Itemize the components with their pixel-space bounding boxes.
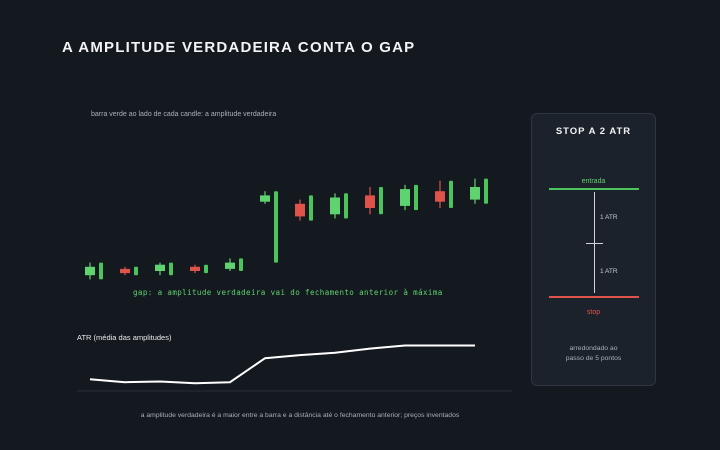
candle-body [190,266,200,271]
candlestick-chart [77,178,512,392]
candle-body [435,191,445,202]
footer-note: a amplitude verdadeira é a maior entre a… [140,412,460,419]
true-range-bar [274,191,278,263]
candle-body [155,264,165,271]
true-range-bar [309,195,313,221]
candles-group [85,178,488,280]
candle-body [470,187,480,200]
true-range-bar [449,180,453,208]
atr-step-1-label: 1 ATR [600,214,618,221]
entry-label: entrada [581,178,606,185]
rounding-note-line-2: passo de 5 pontos [565,355,622,362]
candle-body [85,266,95,276]
true-range-bar [134,266,138,276]
entry-line [549,188,639,190]
distance-line [594,192,595,293]
stop-label: stop [586,309,601,316]
midpoint-tick [586,243,603,244]
atr-line [89,344,475,385]
panel-title: STOP A 2 ATR [555,126,632,137]
chart-note: barra verde ao lado de cada candle: a am… [91,111,277,118]
candle-body [400,189,410,206]
true-range-bar [169,262,173,276]
candle-body [295,203,305,217]
true-range-bar [239,258,243,271]
true-range-bar [484,178,488,204]
true-range-bar [344,193,348,219]
candle-body [330,197,340,215]
atr-step-2-label: 1 ATR [600,268,618,275]
page-title: A AMPLITUDE VERDADEIRA CONTA O GAP [62,39,416,56]
stop-panel: STOP A 2 ATR entrada 1 ATR 1 ATR stop ar… [531,113,656,386]
true-range-bar [204,264,208,274]
atr-label: ATR (média das amplitudes) [77,333,172,342]
gap-annotation: gap: a amplitude verdadeira vai do fecha… [133,288,443,297]
true-range-bar [414,184,418,211]
candle-body [260,195,270,202]
candle-body [225,262,235,269]
true-range-bar [99,262,103,280]
candle-body [120,268,130,274]
stop-line [549,296,639,298]
rounding-note: arredondado ao passo de 5 pontos [532,344,655,364]
true-range-bar [379,187,383,215]
candle-body [365,195,375,208]
rounding-note-line-1: arredondado ao [569,345,618,352]
